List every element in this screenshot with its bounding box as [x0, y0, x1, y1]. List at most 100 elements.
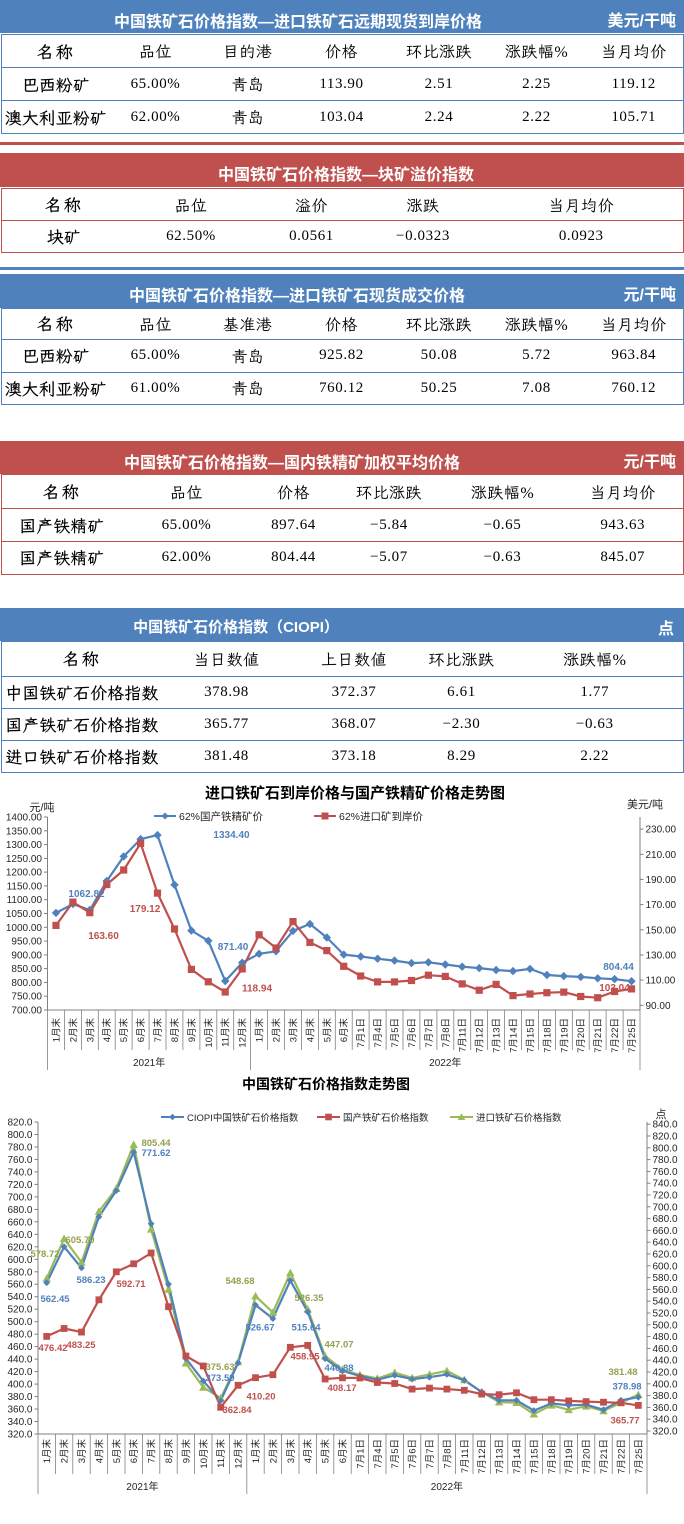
svg-text:4月末: 4月末 — [302, 1439, 314, 1464]
svg-text:586.23: 586.23 — [76, 1275, 105, 1286]
svg-text:1350.00: 1350.00 — [6, 826, 43, 837]
svg-text:7月25日: 7月25日 — [627, 1018, 638, 1053]
svg-text:7月19日: 7月19日 — [559, 1018, 570, 1053]
svg-text:520.0: 520.0 — [7, 1305, 32, 1316]
svg-text:365.77: 365.77 — [610, 1416, 639, 1427]
svg-text:381.48: 381.48 — [608, 1367, 637, 1378]
svg-text:103.04: 103.04 — [599, 983, 630, 994]
svg-text:515.64: 515.64 — [291, 1323, 321, 1334]
svg-text:820.0: 820.0 — [653, 1132, 678, 1143]
svg-text:进口铁矿石价格指数: 进口铁矿石价格指数 — [476, 1112, 562, 1124]
svg-text:840.0: 840.0 — [653, 1120, 678, 1131]
svg-text:7月11日: 7月11日 — [458, 1018, 469, 1052]
svg-text:480.0: 480.0 — [7, 1330, 32, 1341]
svg-text:2月末: 2月末 — [267, 1439, 279, 1464]
svg-text:美元/吨: 美元/吨 — [627, 798, 663, 811]
svg-text:7月12日: 7月12日 — [477, 1439, 488, 1474]
svg-text:805.44: 805.44 — [141, 1138, 171, 1149]
svg-text:7月7日: 7月7日 — [425, 1439, 436, 1469]
svg-text:1150.00: 1150.00 — [7, 881, 43, 892]
svg-text:7月19日: 7月19日 — [564, 1439, 575, 1474]
svg-text:526.67: 526.67 — [245, 1323, 274, 1334]
svg-text:7月14日: 7月14日 — [509, 1018, 520, 1053]
svg-text:62%进口矿到岸价: 62%进口矿到岸价 — [339, 810, 424, 823]
svg-text:800.00: 800.00 — [11, 978, 42, 989]
svg-text:2022年: 2022年 — [431, 1480, 463, 1493]
svg-text:750.00: 750.00 — [11, 992, 42, 1003]
svg-text:7月13日: 7月13日 — [492, 1018, 503, 1053]
svg-text:6月末: 6月末 — [338, 1018, 350, 1043]
svg-text:740.0: 740.0 — [7, 1167, 32, 1178]
svg-text:1月末: 1月末 — [41, 1439, 53, 1464]
svg-text:90.00: 90.00 — [646, 1001, 671, 1012]
svg-text:340.0: 340.0 — [7, 1417, 32, 1428]
svg-text:7月21日: 7月21日 — [599, 1439, 610, 1474]
svg-text:378.98: 378.98 — [612, 1382, 641, 1393]
svg-text:7月5日: 7月5日 — [390, 1439, 401, 1469]
svg-text:950.00: 950.00 — [11, 937, 42, 948]
svg-text:7月4日: 7月4日 — [373, 1018, 384, 1048]
svg-text:7月21日: 7月21日 — [593, 1018, 604, 1053]
svg-text:7月18日: 7月18日 — [547, 1439, 558, 1474]
svg-text:562.45: 562.45 — [40, 1294, 70, 1305]
svg-text:1月末: 1月末 — [51, 1018, 63, 1043]
svg-text:元/吨: 元/吨 — [29, 801, 54, 814]
svg-text:540.0: 540.0 — [7, 1292, 32, 1303]
svg-text:11月末: 11月末 — [220, 1018, 232, 1047]
svg-text:7月6日: 7月6日 — [407, 1018, 418, 1048]
svg-text:5月末: 5月末 — [321, 1018, 333, 1043]
svg-text:458.95: 458.95 — [290, 1352, 320, 1363]
svg-text:400.0: 400.0 — [7, 1380, 32, 1391]
svg-text:380.0: 380.0 — [7, 1392, 32, 1403]
svg-text:2月末: 2月末 — [59, 1439, 71, 1464]
svg-text:7月15日: 7月15日 — [529, 1439, 540, 1474]
svg-text:5月末: 5月末 — [111, 1439, 123, 1464]
svg-text:483.25: 483.25 — [66, 1340, 96, 1351]
svg-text:526.35: 526.35 — [294, 1293, 324, 1304]
svg-text:6月末: 6月末 — [337, 1439, 349, 1464]
svg-text:540.0: 540.0 — [653, 1297, 678, 1308]
svg-text:420.0: 420.0 — [653, 1368, 678, 1379]
svg-text:3月末: 3月末 — [285, 1439, 297, 1464]
svg-text:170.00: 170.00 — [646, 900, 677, 911]
svg-text:7月14日: 7月14日 — [512, 1439, 523, 1474]
svg-text:10月末: 10月末 — [198, 1439, 210, 1469]
svg-text:163.60: 163.60 — [88, 931, 119, 942]
svg-text:4月末: 4月末 — [93, 1439, 105, 1464]
svg-text:500.0: 500.0 — [7, 1317, 32, 1328]
svg-text:1250.00: 1250.00 — [6, 854, 43, 865]
svg-text:476.42: 476.42 — [38, 1343, 67, 1354]
svg-text:480.0: 480.0 — [653, 1332, 678, 1343]
svg-text:580.0: 580.0 — [653, 1273, 678, 1284]
svg-text:820.0: 820.0 — [7, 1118, 32, 1129]
svg-text:118.94: 118.94 — [242, 984, 272, 995]
svg-text:360.0: 360.0 — [7, 1405, 32, 1416]
svg-text:1200.00: 1200.00 — [6, 868, 43, 879]
svg-text:360.0: 360.0 — [653, 1403, 678, 1414]
svg-text:7月12日: 7月12日 — [475, 1018, 486, 1053]
svg-text:6月末: 6月末 — [135, 1018, 147, 1043]
svg-text:7月5日: 7月5日 — [390, 1018, 401, 1048]
svg-text:2月末: 2月末 — [67, 1018, 79, 1043]
svg-text:640.0: 640.0 — [7, 1230, 32, 1241]
svg-text:460.0: 460.0 — [7, 1342, 32, 1353]
svg-text:8月末: 8月末 — [163, 1439, 175, 1464]
svg-text:780.0: 780.0 — [7, 1143, 32, 1154]
svg-text:660.0: 660.0 — [7, 1217, 32, 1228]
svg-text:620.0: 620.0 — [653, 1250, 678, 1261]
svg-text:7月25日: 7月25日 — [634, 1439, 645, 1474]
svg-text:11月末: 11月末 — [215, 1439, 227, 1468]
svg-text:4月末: 4月末 — [101, 1018, 113, 1043]
svg-text:190.00: 190.00 — [646, 875, 677, 886]
svg-text:375.63: 375.63 — [205, 1362, 234, 1373]
svg-text:7月4日: 7月4日 — [373, 1439, 384, 1469]
svg-text:760.0: 760.0 — [653, 1167, 678, 1178]
svg-text:410.20: 410.20 — [246, 1392, 275, 1403]
svg-text:1300.00: 1300.00 — [6, 840, 43, 851]
svg-text:320.0: 320.0 — [653, 1427, 678, 1438]
svg-text:7月末: 7月末 — [146, 1439, 158, 1464]
svg-text:400.0: 400.0 — [653, 1379, 678, 1390]
svg-text:1月末: 1月末 — [250, 1439, 262, 1464]
svg-text:600.0: 600.0 — [653, 1261, 678, 1272]
svg-text:373.59: 373.59 — [205, 1373, 234, 1384]
